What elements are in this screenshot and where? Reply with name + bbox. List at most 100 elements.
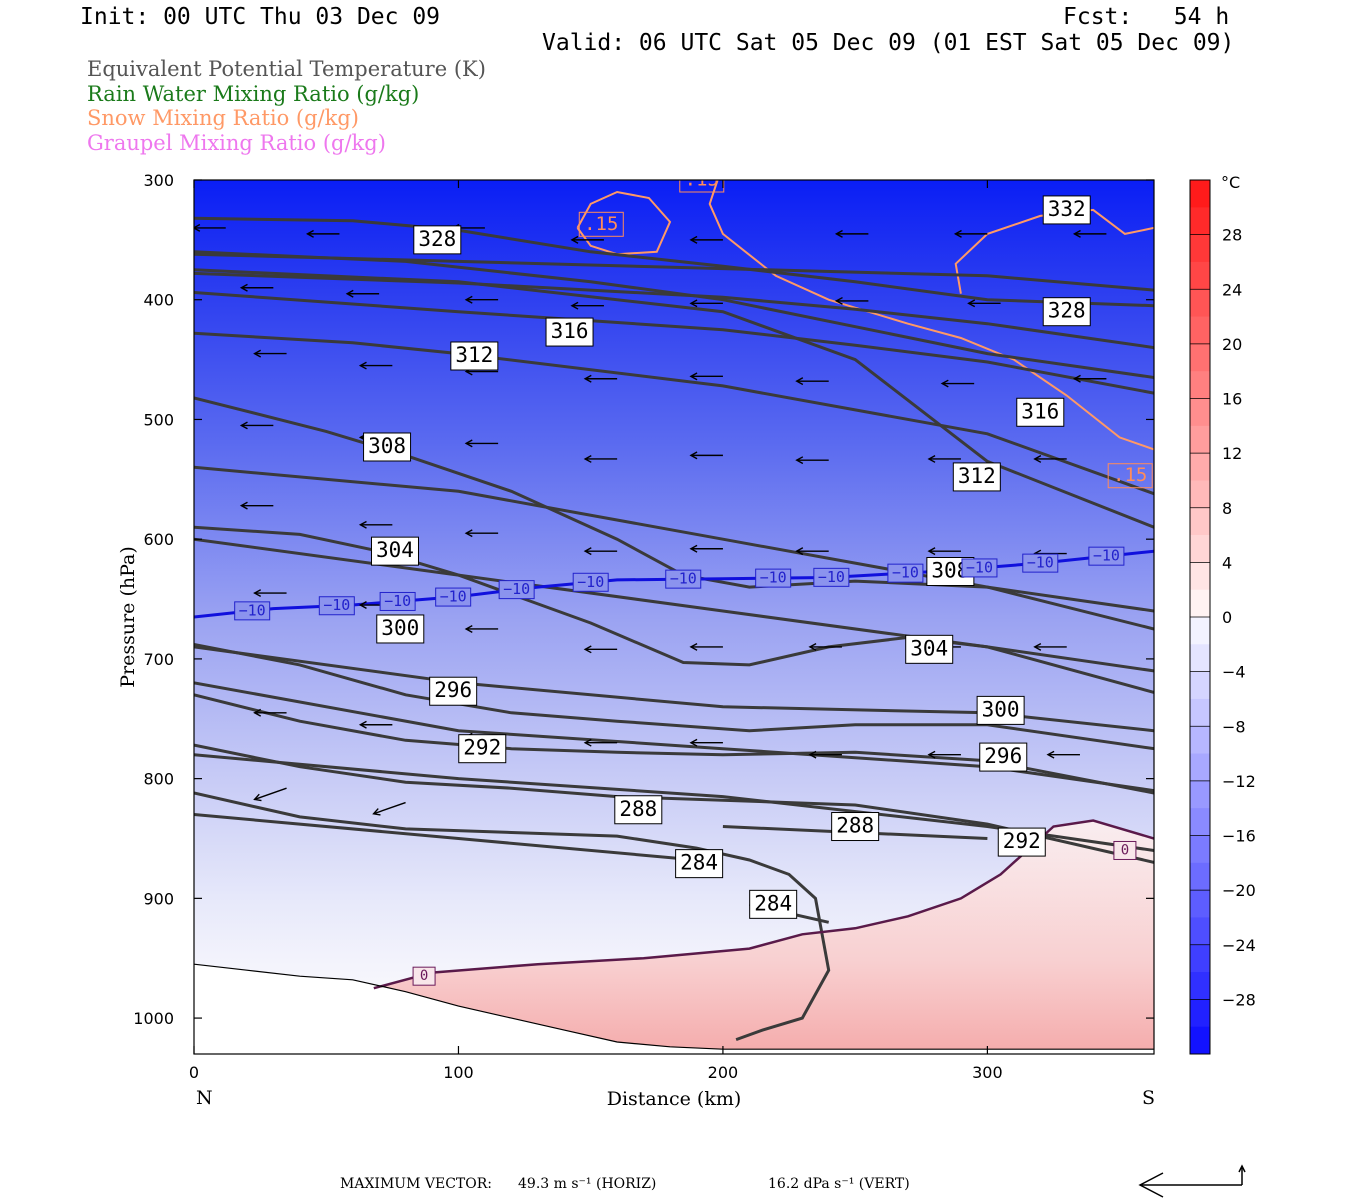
colorbar-swatch [1190,862,1210,891]
y-tick-label: 600 [143,530,174,549]
colorbar-tick-label: 12 [1222,444,1242,463]
colorbar-swatch [1190,234,1210,263]
legend-theta-e: Equivalent Potential Temperature (K) [87,57,486,81]
wind-vector [239,501,274,510]
theta-e-label: 300 [976,695,1025,725]
colorbar-tick-label: −4 [1222,663,1246,682]
svg-text:−10: −10 [577,573,604,591]
isotherm-minus10-label: −10 [379,591,416,611]
isotherm-minus10-label: −10 [498,580,535,600]
wind-vector [253,708,287,717]
svg-text:−10: −10 [818,568,845,586]
svg-text:316: 316 [551,319,589,343]
theta-e-label: 332 [1042,195,1091,225]
snow-label: .15 [1107,463,1153,489]
wind-vector [583,645,618,654]
x-tick-label: 300 [972,1063,1003,1082]
colorbar-swatch [1190,425,1210,454]
colorbar-swatch [1190,644,1210,673]
init-time: Init: 00 UTC Thu 03 Dec 09 [80,4,441,30]
theta-e-contour [194,693,1154,795]
colorbar-swatch [1190,562,1210,591]
svg-text:284: 284 [754,891,792,915]
colorbar-swatch [1190,371,1210,399]
colorbar-swatch [1190,589,1210,618]
y-tick-label: 800 [143,770,174,789]
isotherm-minus10-label: −10 [755,568,792,588]
x-axis-label: Distance (km) [607,1088,742,1110]
valid-time: Valid: 06 UTC Sat 05 Dec 09 (01 EST Sat … [542,30,1235,56]
colorbar-swatch [1190,944,1210,973]
isotherm-minus10-label: −10 [318,596,355,616]
svg-text:300: 300 [982,697,1020,721]
wind-vector [808,642,842,651]
endpoint-right: S [1142,1087,1155,1109]
wind-vector [1072,229,1107,238]
isotherm-zero [373,819,1154,990]
wind-vector [689,642,723,651]
svg-text:292: 292 [463,736,501,760]
colorbar-tick-label: −12 [1222,772,1256,791]
wind-vector [1033,642,1067,651]
colorbar-swatch [1190,698,1210,727]
colorbar-swatch [1190,261,1210,290]
y-tick-label: 900 [143,889,174,908]
colorbar-swatch [1190,753,1210,782]
x-tick-label: 100 [443,1063,474,1082]
svg-text:−10: −10 [892,564,919,582]
colorbar-swatch [1190,180,1210,208]
theta-e-label: 304 [905,634,954,664]
colorbar-swatch [1190,535,1210,563]
colorbar-swatch [1190,453,1210,481]
svg-text:−10: −10 [323,596,350,614]
wind-vector [239,283,274,292]
colorbar-swatch [1190,1026,1210,1055]
theta-e-label: 308 [363,432,412,462]
ground-line [194,963,1154,1050]
svg-text:0: 0 [420,968,428,984]
x-tick-label: 200 [708,1063,739,1082]
wind-vector [583,454,618,463]
max-vector-horiz: 49.3 m s⁻¹ (HORIZ) [518,1176,657,1192]
wind-vector [927,454,961,463]
svg-text:308: 308 [368,434,406,458]
wind-vector [345,289,380,298]
svg-text:300: 300 [381,616,419,640]
colorbar-swatch [1190,780,1210,809]
wind-vector [305,229,340,238]
colorbar-swatch [1190,808,1210,836]
wind-vector [689,738,723,747]
colorbar-swatch [1190,999,1210,1028]
wind-vector [372,801,406,816]
colorbar-tick-label: −16 [1222,827,1256,846]
colorbar-tick-label: 16 [1222,390,1242,409]
theta-e-contour [194,291,1154,395]
theta-e-label: 296 [979,742,1028,772]
theta-e-contour [194,813,724,864]
theta-e-contour [194,268,1154,529]
svg-text:.15: .15 [1113,464,1147,486]
svg-text:288: 288 [836,814,874,838]
colorbar-swatch [1190,671,1210,700]
wind-vector [253,589,287,598]
isotherm-minus10-label: −10 [887,563,924,583]
colorbar-tick-label: 28 [1222,226,1242,245]
svg-text:−10: −10 [1093,547,1120,565]
y-tick-label: 300 [143,171,174,190]
colorbar-tick-label: −8 [1222,717,1246,736]
theta-e-label: 292 [997,827,1046,857]
wind-vector [194,223,226,232]
svg-text:312: 312 [455,343,493,367]
svg-text:316: 316 [1021,399,1059,423]
isotherm-zero-label: 0 [1113,840,1137,860]
svg-text:288: 288 [619,797,657,821]
svg-text:.15: .15 [685,169,719,191]
svg-text:−10: −10 [440,588,467,606]
theta-e-label: 316 [1016,397,1065,427]
wind-vector [689,372,723,381]
legend-rain: Rain Water Mixing Ratio (g/kg) [87,82,420,106]
wind-vector [689,544,723,553]
wind-vector [253,349,287,358]
svg-text:−10: −10 [1027,554,1054,572]
